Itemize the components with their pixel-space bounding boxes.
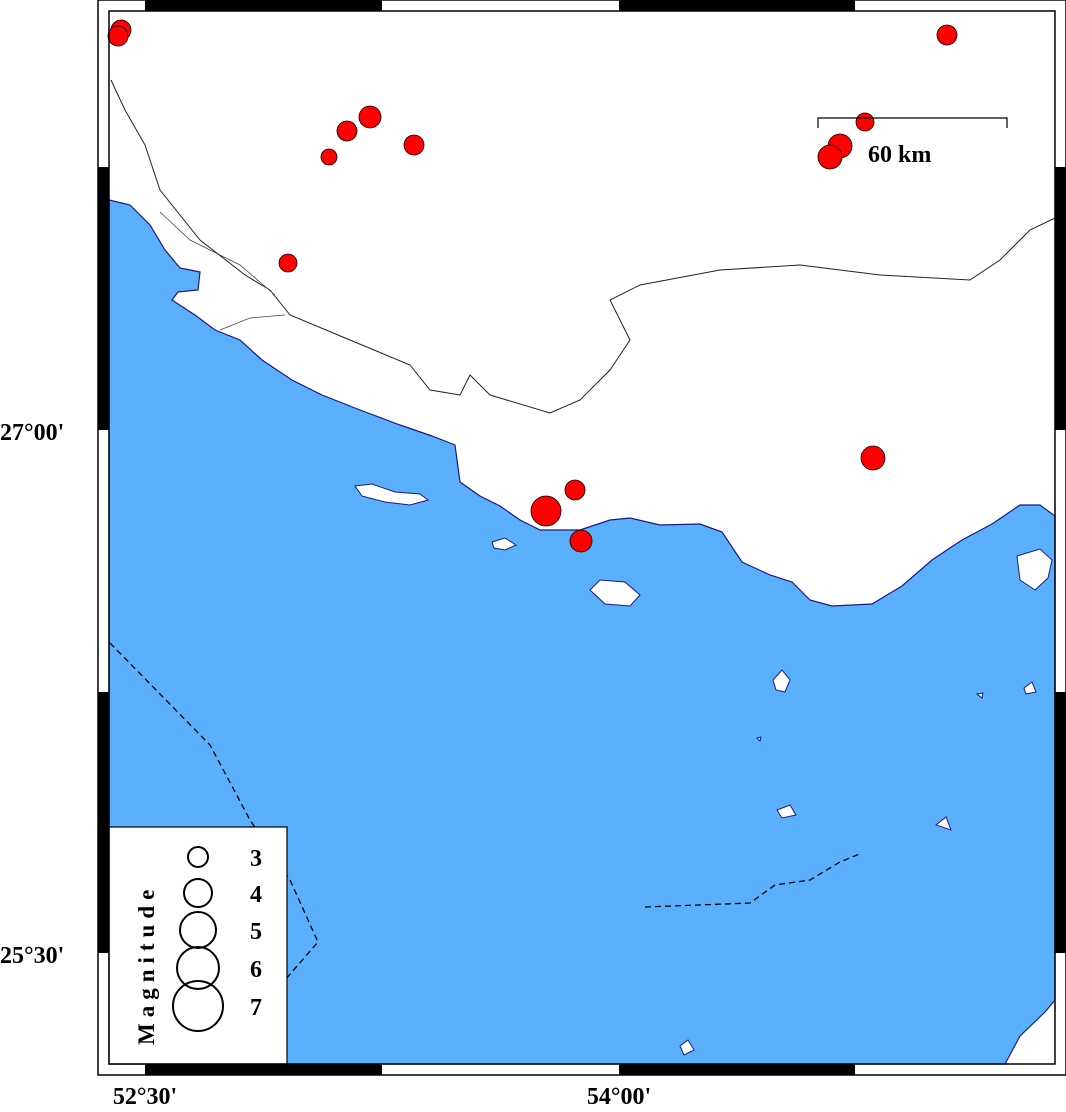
earthquake-events [107,19,958,553]
island [934,816,952,831]
earthquake-event [936,24,958,46]
frame-segment [1055,167,1066,430]
legend-label: 5 [250,919,262,945]
frame-segment [619,1064,855,1075]
frame-segment [98,167,109,430]
earthquake-event [336,120,358,142]
legend-circle [187,846,209,868]
frame-segment [1055,692,1066,953]
legend-circle [183,878,213,908]
legend-label: 3 [250,846,262,872]
frame-segment [619,0,855,11]
earthquake-event [530,495,562,527]
magnitude-legend: Magnitude 3 4 5 6 7 [108,826,288,1065]
earthquake-event [817,144,843,170]
island [589,579,641,607]
legend-circle [176,946,220,990]
island [772,669,791,693]
earthquake-event [358,105,382,129]
earthquake-event [569,529,593,553]
frame-segment [145,0,382,11]
island [491,537,518,551]
scale-bar-line [817,117,1008,128]
legend-circle [172,980,224,1032]
map-frame [97,0,1066,1076]
scale-bar: 60 km [817,117,1008,168]
islands [354,483,1053,1056]
island [354,483,430,506]
earthquake-event [403,134,425,156]
earthquake-event [860,445,886,471]
lon-label-52-30: 52°30' [113,1084,177,1110]
island [756,736,762,742]
frame-segment [145,1064,382,1075]
legend-label: 4 [250,882,262,908]
scale-bar-label: 60 km [868,142,931,168]
island [776,804,797,819]
legend-title: Magnitude [134,884,159,1045]
province-border [159,211,286,331]
earthquake-event [320,148,338,166]
lat-label-25-30: 25°30' [0,943,64,969]
island [975,692,984,699]
province-border [110,79,1056,414]
island [679,1039,695,1056]
earthquake-event [855,112,875,132]
island [1016,548,1053,591]
legend-label: 7 [250,995,262,1021]
earthquake-event [107,25,129,47]
lat-label-27-00: 27°00' [0,420,64,446]
lon-label-54-00: 54°00' [587,1084,651,1110]
earthquake-event [564,479,586,501]
frame-segment [98,692,109,953]
earthquake-event [278,253,298,273]
maritime-boundary [644,852,863,908]
island [1023,681,1037,695]
legend-label: 6 [250,957,262,983]
